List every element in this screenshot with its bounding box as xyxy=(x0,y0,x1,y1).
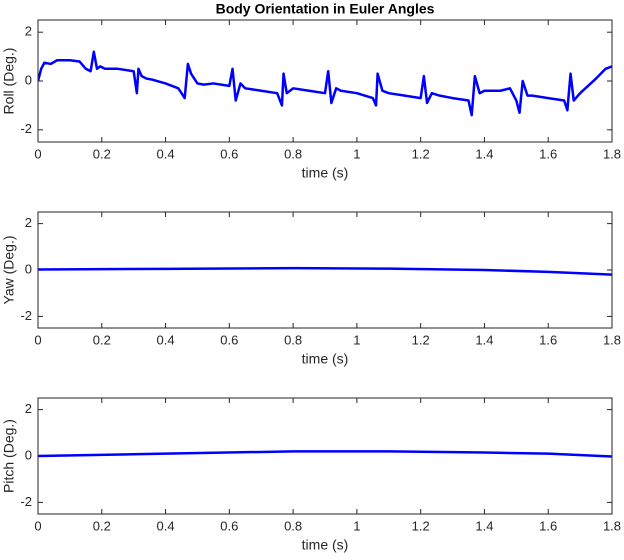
y-tick-label: -2 xyxy=(20,121,32,136)
x-tick-label: 1.6 xyxy=(539,518,557,533)
y-tick-label: 2 xyxy=(25,401,32,416)
y-tick-label: 0 xyxy=(25,261,32,276)
x-tick-label: 1.8 xyxy=(603,332,621,347)
data-line xyxy=(38,450,612,458)
x-tick-label: 1 xyxy=(353,518,360,533)
chart-title: Body Orientation in Euler Angles xyxy=(216,1,435,17)
axes-box xyxy=(37,397,613,515)
y-axis-label: Pitch (Deg.) xyxy=(1,419,17,493)
x-axis-label: time (s) xyxy=(302,537,349,553)
x-tick-label: 0.8 xyxy=(284,518,302,533)
x-tick-label: 1 xyxy=(353,146,360,161)
x-tick-label: 1.6 xyxy=(539,332,557,347)
x-tick-label: 1.4 xyxy=(475,146,493,161)
x-tick-label: 0.4 xyxy=(157,146,175,161)
x-axis-label: time (s) xyxy=(302,351,349,367)
y-axis-label: Yaw (Deg.) xyxy=(1,236,17,305)
plot-area xyxy=(38,20,612,142)
x-tick-label: 0.4 xyxy=(157,518,175,533)
x-axis-label: time (s) xyxy=(302,165,349,181)
y-axis-label: Roll (Deg.) xyxy=(1,48,17,115)
x-tick-label: 1.2 xyxy=(412,518,430,533)
x-tick-label: 1.6 xyxy=(539,146,557,161)
x-tick-label: 0 xyxy=(34,332,41,347)
data-line xyxy=(38,50,612,117)
plot-area xyxy=(38,398,612,514)
y-tick-label: 0 xyxy=(25,72,32,87)
x-tick-label: 0 xyxy=(34,518,41,533)
y-tick-label: 0 xyxy=(25,447,32,462)
x-tick-label: 1.4 xyxy=(475,518,493,533)
x-tick-label: 1.2 xyxy=(412,146,430,161)
axes-box xyxy=(37,19,613,143)
x-tick-label: 0.2 xyxy=(93,332,111,347)
x-tick-label: 0.8 xyxy=(284,146,302,161)
data-line xyxy=(38,266,612,276)
y-tick-label: 2 xyxy=(25,215,32,230)
x-tick-label: 0.6 xyxy=(220,146,238,161)
y-tick-label: -2 xyxy=(20,494,32,509)
x-tick-label: 1.2 xyxy=(412,332,430,347)
x-tick-label: 0.2 xyxy=(93,146,111,161)
x-tick-label: 0 xyxy=(34,146,41,161)
x-tick-label: 0.6 xyxy=(220,518,238,533)
x-tick-label: 1 xyxy=(353,332,360,347)
y-tick-label: -2 xyxy=(20,308,32,323)
x-tick-label: 0.4 xyxy=(157,332,175,347)
x-tick-label: 1.8 xyxy=(603,146,621,161)
x-tick-label: 0.2 xyxy=(93,518,111,533)
x-tick-label: 0.8 xyxy=(284,332,302,347)
x-tick-label: 1.8 xyxy=(603,518,621,533)
axes-box xyxy=(37,211,613,329)
x-tick-label: 1.4 xyxy=(475,332,493,347)
x-tick-label: 0.6 xyxy=(220,332,238,347)
y-tick-label: 2 xyxy=(25,24,32,39)
